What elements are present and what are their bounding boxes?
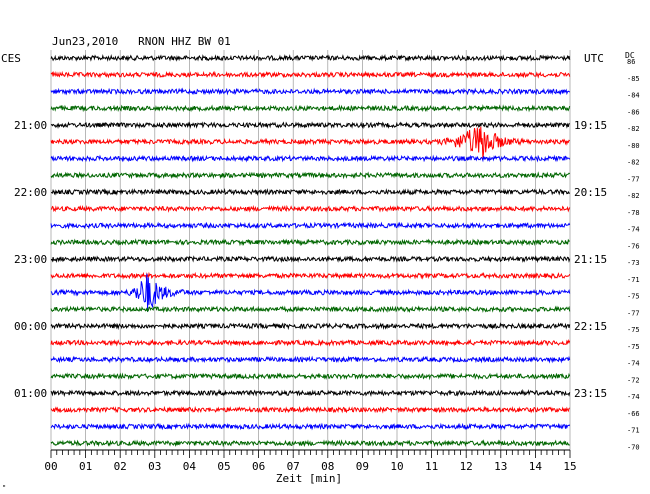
dc-offset-value: -75: [627, 343, 640, 351]
trace-5: [50, 126, 570, 160]
right-axis-label: UTC: [584, 52, 604, 65]
x-tick-label: 07: [287, 460, 300, 473]
dc-offset-value: -77: [627, 175, 640, 183]
dc-offset-value: -85: [627, 75, 640, 83]
dc-offset-value: -73: [627, 259, 640, 267]
trace-11: [50, 238, 570, 247]
dc-offset-label: DC: [625, 51, 635, 60]
trace-16: [50, 322, 571, 331]
x-tick-label: 05: [217, 460, 230, 473]
dc-offset-value: -86: [627, 108, 640, 116]
dc-offset-value: -74: [627, 360, 640, 368]
seismic-traces: 86 -85 -84 -86 -82 -80 -82 -77 -82 -78 -74 -76 -73 -7…: [50, 53, 640, 451]
trace-20: [50, 388, 571, 398]
x-tick-label: 02: [114, 460, 127, 473]
x-tick-label: 09: [356, 460, 369, 473]
x-tick-label: 11: [425, 460, 438, 473]
trace-12: [50, 255, 571, 264]
trace-18: [50, 355, 571, 364]
trace-3: [50, 104, 571, 113]
corner-mark: ": [2, 484, 6, 492]
x-tick-label: 15: [563, 460, 576, 473]
x-tick-label: 01: [79, 460, 92, 473]
x-tick-label: 08: [321, 460, 334, 473]
x-tick-label: 04: [183, 460, 197, 473]
x-tick-label: 06: [252, 460, 265, 473]
trace-4: [50, 121, 570, 130]
trace-6: [50, 154, 571, 163]
trace-8: [51, 187, 571, 197]
trace-0: [50, 53, 571, 62]
right-time-label: 23:15: [574, 387, 607, 400]
trace-1: [50, 70, 571, 79]
trace-17: [50, 338, 571, 347]
dc-offset-value: -82: [627, 159, 640, 167]
dc-offset-value: -80: [627, 142, 640, 150]
right-time-label: 22:15: [574, 320, 607, 333]
x-tick-label: 03: [148, 460, 161, 473]
x-axis-label: Zeit [min]: [276, 472, 342, 485]
x-tick-label: 12: [460, 460, 473, 473]
left-time-label: 23:00: [14, 253, 47, 266]
trace-23: [50, 439, 570, 448]
right-time-label: 21:15: [574, 253, 607, 266]
left-time-label: 01:00: [14, 387, 47, 400]
trace-15: [50, 305, 571, 314]
right-time-label: 19:15: [574, 119, 607, 132]
left-axis-label: CES: [1, 52, 21, 65]
dc-offset-value: -78: [627, 209, 640, 217]
dc-offset-value: -75: [627, 326, 640, 334]
dc-offset-value: -82: [627, 192, 640, 200]
trace-21: [50, 405, 571, 414]
dc-offset-value: -74: [627, 226, 640, 234]
left-time-label: 21:00: [14, 119, 47, 132]
dc-offset-value: -77: [627, 309, 640, 317]
dc-offset-value: -76: [627, 242, 640, 250]
left-time-label: 00:00: [14, 320, 47, 333]
dc-offset-value: -71: [627, 427, 640, 435]
dc-offset-value: -82: [627, 125, 640, 133]
x-tick-label: 00: [44, 460, 57, 473]
trace-14: [50, 273, 571, 312]
trace-19: [50, 372, 571, 381]
dc-offset-value: -72: [627, 376, 640, 384]
dc-offset-value: -70: [627, 443, 640, 451]
dc-offset-value: -74: [627, 393, 640, 401]
x-tick-label: 10: [390, 460, 403, 473]
right-time-label: 20:15: [574, 186, 607, 199]
dc-offset-value: -84: [627, 92, 640, 100]
chart-title: Jun23,2010 RNON HHZ BW 01: [52, 35, 231, 48]
time-labels: 21:00 22:00 23:00 00:00 01:00 19:15 20:15 21:15…: [14, 119, 607, 400]
trace-7: [50, 171, 571, 180]
dc-offset-value: -71: [627, 276, 640, 284]
x-tick-label: 13: [494, 460, 507, 473]
grid-lines: [50, 50, 571, 450]
trace-9: [50, 204, 571, 213]
dc-offset-value: -75: [627, 293, 640, 301]
dc-offset-value: -66: [627, 410, 640, 418]
x-tick-label: 14: [529, 460, 543, 473]
dc-offset-value: 86: [627, 58, 635, 66]
trace-13: [50, 271, 571, 280]
x-axis: 00 01 02 03 04 05 06 07 08 09 10 11 12 13 14 15: [44, 449, 577, 473]
left-time-label: 22:00: [14, 186, 47, 199]
trace-2: [50, 87, 570, 96]
trace-10: [50, 221, 571, 230]
trace-22: [50, 422, 571, 431]
